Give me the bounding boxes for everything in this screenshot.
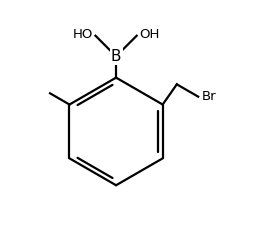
Text: HO: HO xyxy=(72,28,93,41)
Text: Br: Br xyxy=(202,90,216,103)
Text: OH: OH xyxy=(139,28,160,41)
Text: B: B xyxy=(111,49,121,64)
